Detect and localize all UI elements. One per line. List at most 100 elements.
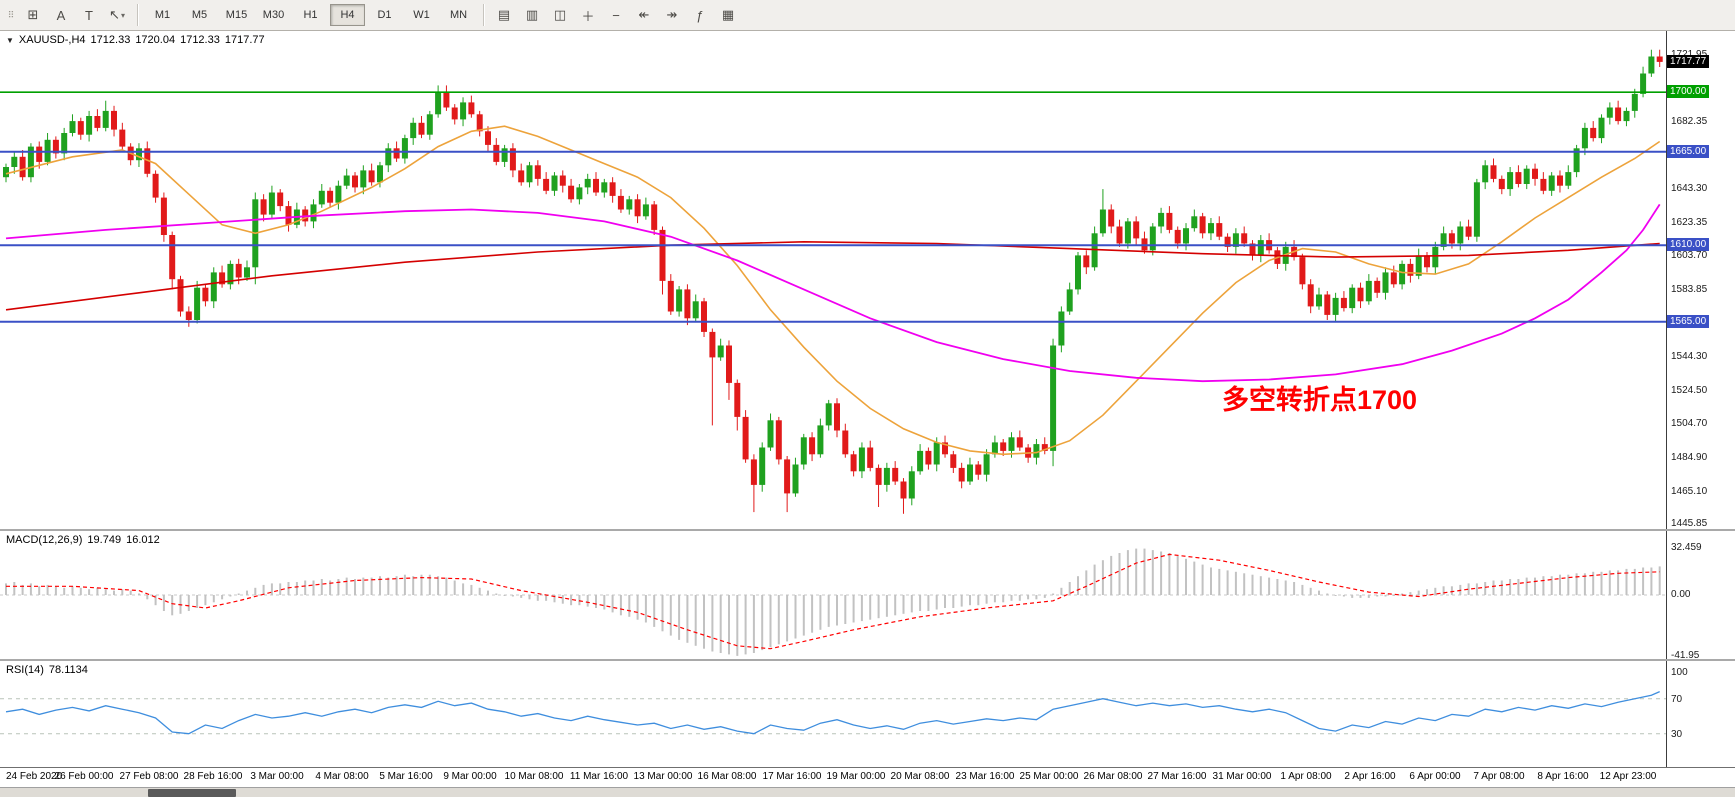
level-price-label: 1610.00 [1667, 238, 1710, 251]
time-axis-label: 3 Mar 00:00 [250, 771, 304, 782]
macd-canvas[interactable] [0, 533, 1666, 659]
macd-label: MACD(12,26,9) [6, 534, 83, 546]
zoom-in-icon[interactable]: ＋ [581, 8, 595, 24]
timeframe-m1[interactable]: M1 [154, 9, 171, 21]
time-axis-label: 27 Mar 16:00 [1147, 771, 1207, 782]
price-tick-label: 1682.35 [1671, 116, 1708, 127]
toolbar-drag-handle[interactable]: ⠿ [7, 9, 15, 20]
time-axis-label: 31 Mar 00:00 [1212, 771, 1272, 782]
rsi-axis-label: 30 [1671, 729, 1683, 740]
time-axis-label: 23 Mar 16:00 [955, 771, 1015, 782]
text-label-tool-icon[interactable]: A [56, 7, 66, 23]
grid-tool-icon[interactable]: ⊞ [27, 7, 39, 22]
rsi-axis-border [1666, 661, 1667, 767]
rsi-label: RSI(14) [6, 664, 44, 676]
level-price-label: 1665.00 [1667, 145, 1710, 158]
toolbar: ⠿ ⊞ A T ↖ ▾ M1 M5 M15 M30 H1 H4 D1 W1 MN ▤ ▥ ◫ ＋ − ↞ ↠ ƒ ▦ [0, 0, 1735, 31]
price-tick-label: 1583.85 [1671, 284, 1708, 295]
price-tick-label: 1465.10 [1671, 486, 1708, 497]
indicators-icon[interactable]: ƒ [696, 7, 704, 23]
price-tick-label: 1484.90 [1671, 452, 1708, 463]
time-axis-label: 10 Mar 08:00 [504, 771, 564, 782]
text-tool-icon[interactable]: T [85, 7, 93, 23]
macd-signal-value: 16.012 [126, 534, 160, 546]
time-axis-label: 7 Apr 08:00 [1473, 771, 1525, 782]
current-price-label: 1717.77 [1667, 55, 1710, 68]
time-axis-label: 9 Mar 00:00 [443, 771, 497, 782]
horizontal-scrollbar[interactable] [0, 787, 1735, 797]
ohlc-low: 1712.33 [180, 34, 220, 46]
price-axis-border [1666, 31, 1667, 529]
candlestick-chart-icon[interactable]: ▥ [525, 7, 539, 22]
auto-scroll-icon[interactable]: ↞ [638, 7, 650, 22]
chevron-down-icon[interactable]: ▼ [6, 36, 14, 45]
timeframe-h4[interactable]: H4 [330, 4, 365, 26]
toolbar-separator [137, 4, 138, 26]
bar-chart-icon[interactable]: ▤ [497, 7, 511, 22]
time-axis-label: 25 Mar 00:00 [1019, 771, 1079, 782]
zoom-out-icon[interactable]: − [612, 7, 620, 23]
timeframe-w1[interactable]: W1 [413, 9, 430, 21]
time-axis-label: 27 Feb 08:00 [119, 771, 179, 782]
price-chart-canvas[interactable] [0, 31, 1666, 529]
time-axis-label: 26 Feb 00:00 [54, 771, 114, 782]
price-tick-label: 1721.95 [1671, 49, 1707, 61]
chart-symbol-period: XAUUSD-,H4 [18, 34, 86, 46]
macd-title: MACD(12,26,9) 19.749 16.012 [6, 534, 165, 546]
draw-tools-icon[interactable]: ↖ ▾ [109, 7, 125, 22]
time-axis-label: 1 Apr 08:00 [1280, 771, 1332, 782]
scrollbar-thumb[interactable] [148, 789, 236, 797]
time-axis-label: 26 Mar 08:00 [1083, 771, 1143, 782]
price-tick-label: 1445.85 [1671, 518, 1708, 529]
rsi-canvas[interactable] [0, 663, 1666, 767]
price-tick-label: 1623.35 [1671, 217, 1708, 228]
timeframe-m30[interactable]: M30 [262, 9, 285, 21]
ohlc-close: 1717.77 [224, 34, 265, 46]
price-tick-label: 1504.70 [1671, 418, 1708, 429]
price-tick-label: 1603.70 [1671, 250, 1708, 261]
time-axis-label: 17 Mar 16:00 [762, 771, 822, 782]
templates-icon[interactable]: ▦ [721, 7, 735, 22]
timeframe-m15[interactable]: M15 [225, 9, 248, 21]
chart-area: ▼ XAUUSD-,H4 1712.33 1720.04 1712.33 1717.77 … [0, 31, 1735, 797]
timeframe-mn[interactable]: MN [449, 9, 468, 21]
price-chart-panel: ▼ XAUUSD-,H4 1712.33 1720.04 1712.33 1717.77 … [0, 31, 1735, 529]
rsi-title: RSI(14) 78.1134 [6, 664, 93, 676]
macd-panel: MACD(12,26,9) 19.749 16.012 32.459 0.00 -41.… [0, 529, 1735, 661]
rsi-panel: RSI(14) 78.1134 100 70 30 [0, 659, 1735, 767]
time-axis-label: 16 Mar 08:00 [697, 771, 757, 782]
time-axis-label: 4 Mar 08:00 [315, 771, 369, 782]
time-axis-label: 20 Mar 08:00 [890, 771, 950, 782]
time-axis[interactable]: 24 Feb 2020 26 Feb 00:00 27 Feb 08:00 28 Fe… [0, 767, 1735, 788]
time-axis-label: 24 Feb 2020 [6, 771, 63, 782]
macd-axis-border [1666, 531, 1667, 659]
time-axis-label: 2 Apr 16:00 [1344, 771, 1396, 782]
chart-title: ▼ XAUUSD-,H4 1712.33 1720.04 1712.33 1717.77 [6, 34, 270, 46]
price-tick-label: 1524.50 [1671, 385, 1708, 396]
macd-axis[interactable]: 32.459 0.00 -41.95 [1667, 531, 1735, 661]
time-axis-label: 12 Apr 23:00 [1599, 771, 1657, 782]
toolbar-separator [483, 4, 484, 26]
chart-shift-icon[interactable]: ↠ [666, 7, 678, 22]
rsi-axis-label: 70 [1671, 694, 1683, 705]
rsi-axis[interactable]: 100 70 30 [1667, 661, 1735, 767]
timeframe-d1[interactable]: D1 [377, 9, 392, 21]
time-axis-label: 6 Apr 00:00 [1409, 771, 1461, 782]
time-axis-label: 28 Feb 16:00 [183, 771, 243, 782]
time-axis-label: 13 Mar 00:00 [633, 771, 693, 782]
timeframe-m5[interactable]: M5 [191, 9, 208, 21]
ohlc-open: 1712.33 [90, 34, 131, 46]
ohlc-high: 1720.04 [135, 34, 176, 46]
price-tick-label: 1643.30 [1671, 183, 1708, 194]
line-chart-icon[interactable]: ◫ [553, 7, 567, 22]
rsi-axis-label: 100 [1671, 667, 1688, 678]
dropdown-arrow-icon: ▾ [120, 10, 125, 20]
price-axis[interactable]: 1721.95 1682.35 1643.30 1623.35 1603.70 1583.… [1667, 31, 1735, 529]
chart-text-annotation[interactable]: 多空转折点1700 [1222, 385, 1418, 415]
time-axis-label: 11 Mar 16:00 [569, 771, 629, 782]
level-price-label: 1565.00 [1667, 315, 1710, 328]
rsi-value: 78.1134 [48, 664, 88, 676]
time-axis-label: 19 Mar 00:00 [826, 771, 886, 782]
timeframe-h1[interactable]: H1 [303, 9, 318, 21]
